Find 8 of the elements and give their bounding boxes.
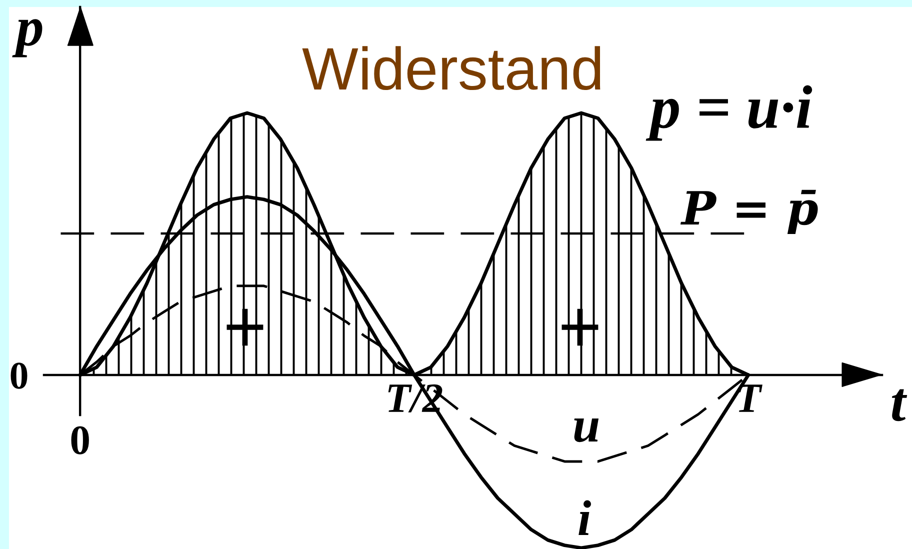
ref-line-label: P = p̄ [680,190,818,234]
series-label: p = u·i [646,85,812,141]
y-axis-title: p [12,19,42,58]
series-label: u [574,418,599,442]
text: 0 [10,362,28,389]
chart-title: Widerstand [302,46,600,90]
series-label: i [578,500,592,535]
x-axis-title: t [892,389,908,422]
